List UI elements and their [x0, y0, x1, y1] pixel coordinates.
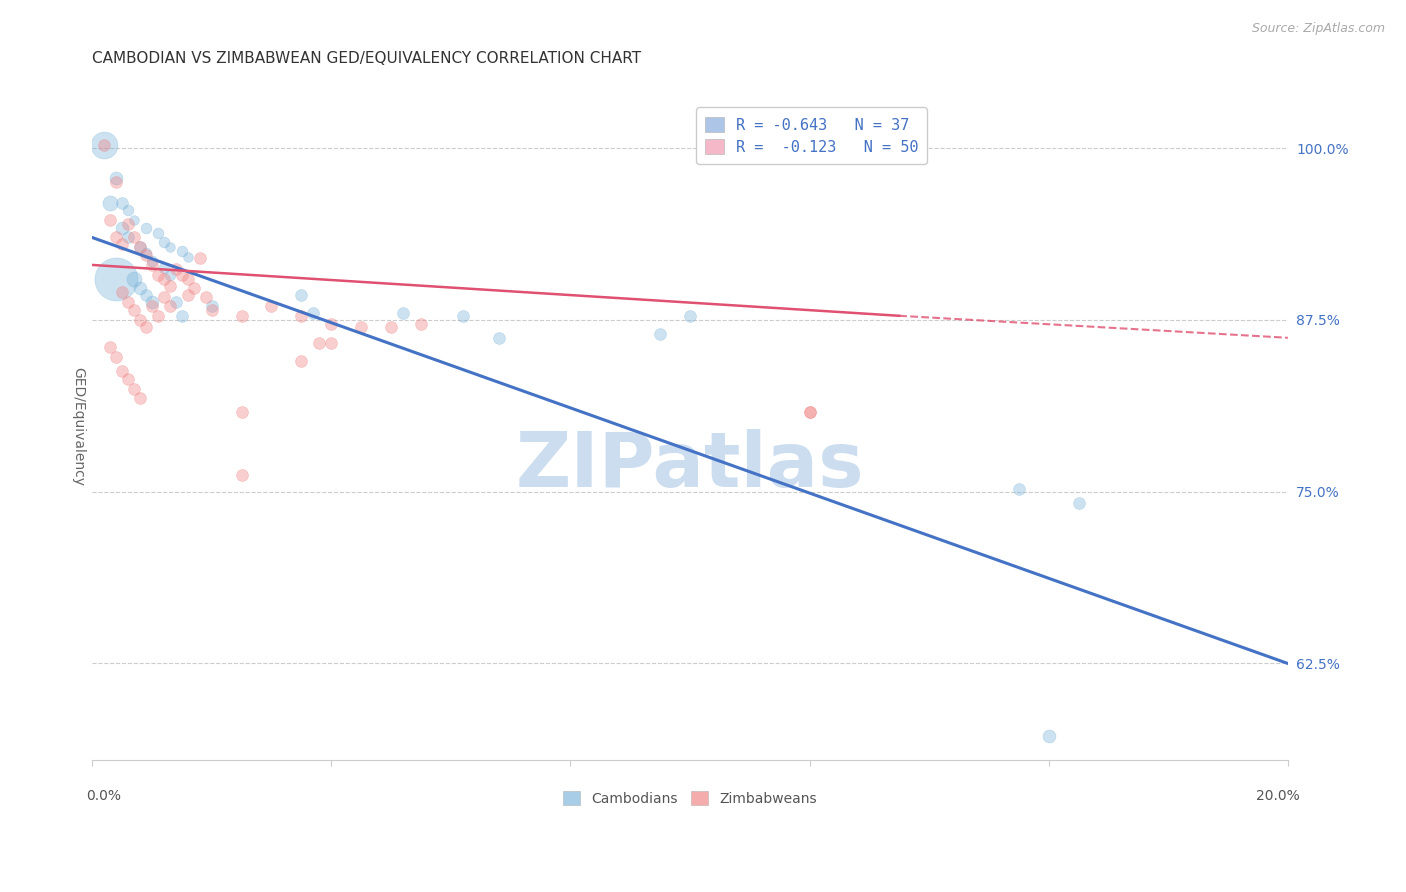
Point: [111, 364, 134, 378]
Point: [135, 248, 157, 262]
Point: [129, 313, 152, 327]
Point: [117, 372, 139, 386]
Point: [153, 271, 176, 285]
Text: 0.0%: 0.0%: [86, 789, 121, 803]
Y-axis label: GED/Equivalency: GED/Equivalency: [72, 367, 86, 486]
Point: [170, 244, 193, 259]
Point: [290, 354, 312, 368]
Point: [648, 326, 671, 341]
Point: [146, 309, 169, 323]
Point: [111, 220, 134, 235]
Point: [177, 288, 200, 302]
Point: [135, 220, 157, 235]
Point: [308, 336, 330, 351]
Point: [1038, 729, 1060, 743]
Point: [488, 331, 510, 345]
Point: [231, 468, 253, 483]
Point: [302, 306, 325, 320]
Point: [165, 262, 187, 277]
Text: 20.0%: 20.0%: [1256, 789, 1299, 803]
Point: [177, 271, 200, 285]
Point: [141, 299, 163, 313]
Point: [321, 336, 343, 351]
Point: [188, 251, 211, 265]
Point: [117, 230, 139, 244]
Point: [122, 303, 145, 318]
Point: [111, 237, 134, 252]
Point: [679, 309, 702, 323]
Point: [153, 289, 176, 303]
Point: [159, 278, 181, 293]
Text: CAMBODIAN VS ZIMBABWEAN GED/EQUIVALENCY CORRELATION CHART: CAMBODIAN VS ZIMBABWEAN GED/EQUIVALENCY …: [91, 52, 641, 67]
Point: [321, 317, 343, 331]
Point: [129, 240, 152, 254]
Point: [122, 382, 145, 396]
Point: [451, 309, 474, 323]
Point: [201, 303, 224, 318]
Point: [159, 299, 181, 313]
Point: [117, 217, 139, 231]
Point: [170, 309, 193, 323]
Point: [135, 245, 157, 260]
Point: [129, 240, 152, 254]
Point: [1067, 496, 1090, 510]
Point: [409, 317, 432, 331]
Point: [159, 268, 181, 282]
Text: Source: ZipAtlas.com: Source: ZipAtlas.com: [1251, 22, 1385, 36]
Point: [153, 260, 176, 275]
Point: [129, 391, 152, 405]
Point: [290, 309, 312, 323]
Point: [146, 268, 169, 282]
Point: [129, 281, 152, 295]
Point: [111, 285, 134, 300]
Point: [135, 288, 157, 302]
Point: [165, 295, 187, 310]
Point: [350, 319, 373, 334]
Point: [231, 405, 253, 419]
Point: [231, 309, 253, 323]
Point: [135, 319, 157, 334]
Point: [104, 271, 127, 285]
Point: [201, 299, 224, 313]
Point: [122, 230, 145, 244]
Point: [153, 235, 176, 249]
Point: [98, 212, 121, 227]
Point: [392, 306, 415, 320]
Point: [93, 138, 115, 153]
Point: [93, 138, 115, 153]
Point: [141, 253, 163, 268]
Point: [104, 171, 127, 186]
Point: [141, 295, 163, 310]
Point: [159, 240, 181, 254]
Text: ZIPatlas: ZIPatlas: [516, 429, 865, 503]
Point: [104, 230, 127, 244]
Point: [104, 176, 127, 190]
Point: [122, 212, 145, 227]
Point: [380, 319, 402, 334]
Point: [146, 227, 169, 241]
Point: [799, 405, 821, 419]
Point: [183, 281, 205, 295]
Point: [260, 299, 283, 313]
Point: [1008, 482, 1031, 496]
Point: [104, 350, 127, 364]
Point: [117, 295, 139, 310]
Point: [98, 196, 121, 211]
Point: [290, 288, 312, 302]
Point: [170, 268, 193, 282]
Point: [122, 271, 145, 285]
Point: [98, 340, 121, 354]
Legend: Cambodians, Zimbabweans: Cambodians, Zimbabweans: [557, 784, 824, 813]
Point: [799, 405, 821, 419]
Point: [141, 258, 163, 272]
Point: [111, 196, 134, 211]
Point: [177, 250, 200, 264]
Point: [194, 289, 217, 303]
Point: [117, 202, 139, 217]
